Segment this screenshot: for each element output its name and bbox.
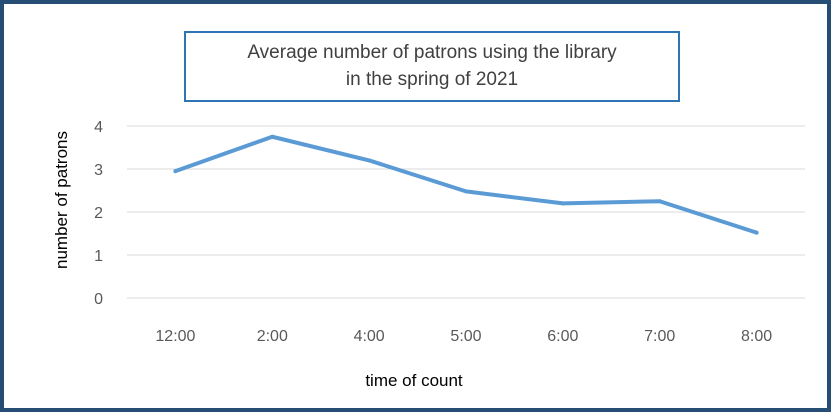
- y-tick-label: 4: [94, 119, 103, 136]
- x-tick-label: 5:00: [450, 328, 481, 345]
- x-axis-ticks: 12:00 2:00 4:00 5:00 6:00 7:00 8:00: [155, 328, 772, 345]
- x-tick-label: 2:00: [257, 328, 288, 345]
- chart-title-line-2: in the spring of 2021: [345, 68, 519, 90]
- data-point: [657, 199, 662, 204]
- series-lines: [173, 134, 759, 235]
- y-tick-label: 3: [94, 162, 103, 179]
- x-tick-label: 6:00: [547, 328, 578, 345]
- data-point: [173, 169, 178, 174]
- x-axis-title: time of count: [365, 371, 463, 390]
- x-tick-label: 7:00: [644, 328, 675, 345]
- y-tick-label: 0: [94, 291, 103, 308]
- data-point: [270, 134, 275, 139]
- data-point: [754, 230, 759, 235]
- chart-title-line-1: Average number of patrons using the libr…: [247, 41, 617, 63]
- y-tick-label: 2: [94, 205, 103, 222]
- x-tick-label: 8:00: [741, 328, 772, 345]
- x-tick-label: 12:00: [155, 328, 195, 345]
- chart-title: Average number of patrons using the libr…: [184, 31, 680, 102]
- y-tick-label: 1: [94, 248, 103, 265]
- x-tick-label: 4:00: [354, 328, 385, 345]
- series-line: [173, 134, 759, 235]
- data-point: [367, 158, 372, 163]
- y-axis-title: number of patrons: [52, 131, 71, 269]
- data-point: [464, 189, 468, 194]
- data-point: [560, 201, 565, 206]
- y-axis-ticks: 0 1 2 3 4: [94, 119, 103, 308]
